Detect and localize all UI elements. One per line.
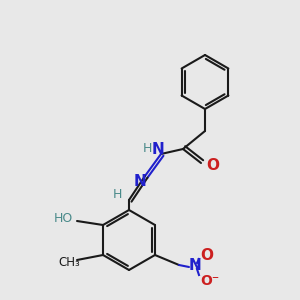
Text: O⁻: O⁻ [200, 274, 220, 288]
Text: H: H [142, 142, 152, 155]
Text: N: N [134, 175, 146, 190]
Text: O: O [200, 248, 214, 262]
Text: H: H [112, 188, 122, 202]
Text: N: N [189, 257, 201, 272]
Text: CH₃: CH₃ [58, 256, 80, 268]
Text: O: O [206, 158, 219, 172]
Text: N: N [152, 142, 164, 157]
Text: HO: HO [53, 212, 73, 224]
